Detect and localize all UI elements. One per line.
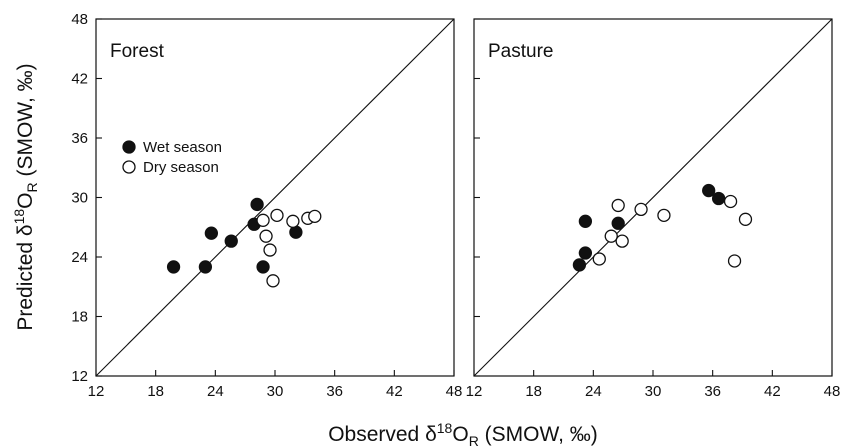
pasture-wet-season-point <box>711 191 726 206</box>
pasture-dry-season-point <box>634 202 648 217</box>
legend-wet-season-label: Wet season <box>143 139 222 156</box>
y-tick-label: 12 <box>71 368 88 385</box>
forest-x-tick-label: 24 <box>207 383 224 400</box>
pasture-dry-season-point <box>604 229 618 243</box>
y-tick-label: 36 <box>71 130 88 147</box>
pasture-panel: Pasture 12 18 24 30 36 42 48 <box>466 18 841 400</box>
pasture-dry-season-point <box>723 194 738 209</box>
pasture-x-tick-label: 30 <box>645 383 662 400</box>
forest-x-tick-label: 48 <box>446 383 463 400</box>
forest-x-tick-label: 36 <box>326 383 343 400</box>
pasture-x-tick-label: 24 <box>585 383 602 400</box>
forest-dry-season-point <box>266 274 280 288</box>
forest-dry-season-point <box>263 243 277 257</box>
pasture-wet-season-point <box>611 216 625 230</box>
y-axis-title: Predicted δ18OR (SMOW, ‰) <box>11 63 40 330</box>
legend-dry-season-marker <box>122 160 136 174</box>
forest-dry-season-point <box>286 214 300 228</box>
pasture-wet-season-point <box>572 258 587 272</box>
forest-wet-season-point <box>198 260 213 274</box>
pasture-x-tick-label: 42 <box>764 383 781 400</box>
forest-x-tick-label: 42 <box>386 383 403 400</box>
forest-dry-season-point <box>308 209 322 223</box>
pasture-wet-season-point <box>578 246 593 260</box>
pasture-marks <box>473 18 833 377</box>
forest-dry-season-point <box>259 229 273 243</box>
pasture-ticks: 12 18 24 30 36 42 48 <box>466 18 841 400</box>
pasture-dry-season-point <box>657 208 671 223</box>
legend-wet-season-marker <box>122 140 136 154</box>
pasture-wet-season-point <box>702 183 716 198</box>
forest-wet-season-point <box>250 197 264 212</box>
pasture-dry-season-point <box>727 254 742 268</box>
forest-wet-season-point <box>166 260 181 274</box>
forest-panel-label: Forest <box>110 41 165 62</box>
pasture-wet-season-point <box>578 214 593 228</box>
y-tick-label: 18 <box>71 309 88 326</box>
y-tick-label: 42 <box>71 71 88 88</box>
forest-wet-season-point <box>289 225 303 239</box>
forest-x-tick-label: 30 <box>267 383 284 400</box>
forest-wet-season-point <box>224 234 238 248</box>
pasture-dry-season-point <box>615 234 629 248</box>
x-axis-title: Observed δ18OR (SMOW, ‰) <box>328 420 598 448</box>
pasture-x-tick-label: 12 <box>466 383 483 400</box>
pasture-x-tick-label: 18 <box>525 383 542 400</box>
forest-x-tick-label: 12 <box>88 383 105 400</box>
forest-x-tick-label: 18 <box>147 383 164 400</box>
y-tick-label: 30 <box>71 190 88 207</box>
pasture-dry-season-point <box>611 198 625 213</box>
pasture-one-to-one-line <box>473 18 833 377</box>
y-tick-label: 24 <box>71 249 88 266</box>
pasture-x-tick-label: 48 <box>824 383 841 400</box>
legend-dry-season-label: Dry season <box>143 159 219 176</box>
forest-one-to-one-line <box>95 18 455 377</box>
forest-dry-season-point <box>256 213 270 227</box>
pasture-x-tick-label: 36 <box>704 383 721 400</box>
forest-marks <box>95 18 455 377</box>
forest-wet-season-point <box>204 226 219 240</box>
pasture-panel-label: Pasture <box>488 41 553 62</box>
forest-dry-season-point <box>270 208 284 223</box>
pasture-dry-season-point <box>738 212 753 226</box>
pasture-dry-season-point <box>592 252 606 266</box>
legend: Wet season Dry season <box>122 139 222 176</box>
y-tick-label: 48 <box>71 11 88 28</box>
forest-wet-season-point <box>256 260 270 274</box>
